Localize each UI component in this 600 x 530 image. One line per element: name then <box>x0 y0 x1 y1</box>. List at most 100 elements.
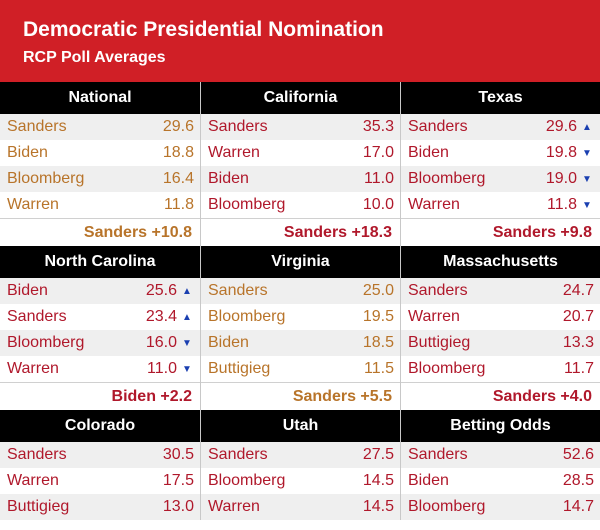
poll-value: 11.8 <box>164 196 194 214</box>
candidate-name: Sanders <box>408 282 563 300</box>
page-subtitle: RCP Poll Averages <box>23 48 600 68</box>
table-row: Buttigieg 13.0 <box>0 494 200 520</box>
table-row: Sanders 35.3 <box>201 114 400 140</box>
poll-value: 25.6 <box>146 282 177 300</box>
table-row: Bloomberg 14.5 <box>201 468 400 494</box>
panel-national: National Sanders 29.6 Biden 18.8 Bloomberg 16.… <box>0 82 200 246</box>
candidate-name: Biden <box>208 334 363 352</box>
poll-value: 23.4 <box>146 308 177 326</box>
poll-value: 14.5 <box>363 498 394 516</box>
candidate-name: Sanders <box>7 308 146 326</box>
panel-title: Virginia <box>201 246 400 278</box>
poll-value: 25.0 <box>363 282 394 300</box>
panel-title: Texas <box>401 82 600 114</box>
page-title: Democratic Presidential Nomination <box>23 17 600 43</box>
poll-value: 30.5 <box>163 446 194 464</box>
poll-value: 17.5 <box>163 472 194 490</box>
candidate-name: Sanders <box>208 282 363 300</box>
candidate-name: Bloomberg <box>208 472 363 490</box>
candidate-name: Warren <box>7 472 163 490</box>
table-row: Sanders 24.7 <box>401 278 600 304</box>
poll-value: 28.5 <box>563 472 594 490</box>
candidate-name: Bloomberg <box>7 170 163 188</box>
panel-title: North Carolina <box>0 246 200 278</box>
candidate-name: Warren <box>208 498 363 516</box>
candidate-name: Sanders <box>7 118 163 136</box>
spread-label: Sanders +9.8 <box>401 218 600 246</box>
table-row: Bloomberg 16.4 <box>0 166 200 192</box>
panel-title: Betting Odds <box>401 410 600 442</box>
candidate-name: Warren <box>408 308 563 326</box>
panel-utah: Utah Sanders 27.5 Bloomberg 14.5 Warren 14.5 <box>200 410 400 520</box>
table-row: Warren 17.0 <box>201 140 400 166</box>
candidate-name: Warren <box>408 196 547 214</box>
candidate-name: Bloomberg <box>208 196 363 214</box>
candidate-name: Warren <box>208 144 363 162</box>
poll-value: 11.8 <box>547 196 577 214</box>
arrow-up-icon: ▲ <box>180 286 194 297</box>
candidate-name: Bloomberg <box>208 308 363 326</box>
header-banner: Democratic Presidential Nomination RCP P… <box>0 0 600 82</box>
candidate-name: Biden <box>7 144 163 162</box>
table-row: Sanders 29.6 <box>0 114 200 140</box>
poll-value: 11.7 <box>564 360 594 378</box>
poll-value: 13.0 <box>163 498 194 516</box>
panel-title: Colorado <box>0 410 200 442</box>
candidate-name: Sanders <box>208 118 363 136</box>
table-row: Bloomberg 10.0 <box>201 192 400 218</box>
poll-value: 24.7 <box>563 282 594 300</box>
poll-value: 19.0 <box>546 170 577 188</box>
poll-value: 19.5 <box>363 308 394 326</box>
candidate-name: Buttigieg <box>208 360 364 378</box>
table-row: Bloomberg 11.7 <box>401 356 600 382</box>
table-row: Sanders 30.5 <box>0 442 200 468</box>
poll-value: 18.8 <box>163 144 194 162</box>
poll-value: 11.0 <box>364 170 394 188</box>
panel-colorado: Colorado Sanders 30.5 Warren 17.5 Buttigieg 13… <box>0 410 200 520</box>
panel-title: Utah <box>201 410 400 442</box>
spread-label: Sanders +4.0 <box>401 382 600 410</box>
panel-virginia: Virginia Sanders 25.0 Bloomberg 19.5 Biden 18.… <box>200 246 400 410</box>
table-row: Sanders 27.5 <box>201 442 400 468</box>
panel-title: California <box>201 82 400 114</box>
table-row: Biden 18.5 <box>201 330 400 356</box>
poll-value: 14.7 <box>563 498 594 516</box>
table-row: Bloomberg 16.0 ▼ <box>0 330 200 356</box>
poll-value: 11.5 <box>364 360 394 378</box>
panel-texas: Texas Sanders 29.6 ▲ Biden 19.8 ▼ Bloomberg 19.0… <box>400 82 600 246</box>
table-row: Warren 11.8 <box>0 192 200 218</box>
table-row: Warren 14.5 <box>201 494 400 520</box>
arrow-up-icon: ▲ <box>580 122 594 133</box>
panel-massachusetts: Massachusetts Sanders 24.7 Warren 20.7 Buttig… <box>400 246 600 410</box>
poll-value: 18.5 <box>363 334 394 352</box>
table-row: Bloomberg 14.7 <box>401 494 600 520</box>
arrow-up-icon: ▲ <box>180 312 194 323</box>
poll-value: 29.6 <box>163 118 194 136</box>
arrow-down-icon: ▼ <box>180 364 194 375</box>
candidate-name: Biden <box>7 282 146 300</box>
candidate-name: Bloomberg <box>7 334 146 352</box>
table-row: Buttigieg 11.5 <box>201 356 400 382</box>
table-row: Bloomberg 19.5 <box>201 304 400 330</box>
poll-value: 52.6 <box>563 446 594 464</box>
poll-value: 29.6 <box>546 118 577 136</box>
panel-title: Massachusetts <box>401 246 600 278</box>
candidate-name: Warren <box>7 196 164 214</box>
table-row: Sanders 29.6 ▲ <box>401 114 600 140</box>
candidate-name: Warren <box>7 360 147 378</box>
poll-value: 14.5 <box>363 472 394 490</box>
poll-value: 19.8 <box>546 144 577 162</box>
poll-value: 35.3 <box>363 118 394 136</box>
candidate-name: Buttigieg <box>408 334 563 352</box>
table-row: Biden 28.5 <box>401 468 600 494</box>
panel-north-carolina: North Carolina Biden 25.6 ▲ Sanders 23.4 ▲ Bloo… <box>0 246 200 410</box>
table-row: Biden 19.8 ▼ <box>401 140 600 166</box>
table-row: Biden 25.6 ▲ <box>0 278 200 304</box>
poll-value: 10.0 <box>363 196 394 214</box>
table-row: Sanders 52.6 <box>401 442 600 468</box>
poll-grid: National Sanders 29.6 Biden 18.8 Bloomberg 16.… <box>0 82 600 520</box>
candidate-name: Bloomberg <box>408 170 546 188</box>
poll-value: 11.0 <box>147 360 177 378</box>
table-row: Sanders 23.4 ▲ <box>0 304 200 330</box>
poll-value: 16.4 <box>163 170 194 188</box>
